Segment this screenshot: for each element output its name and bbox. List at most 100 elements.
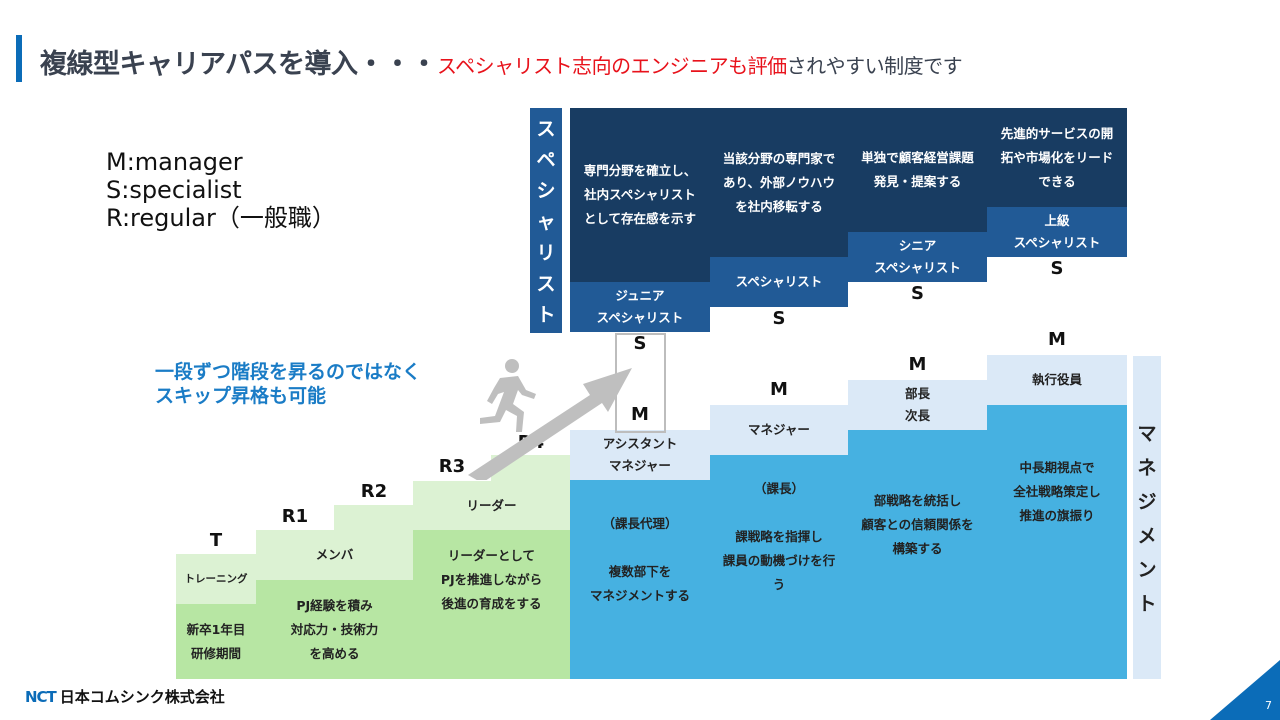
legend-m: M:manager [106, 148, 243, 176]
cell-line: 中長期視点で [1019, 460, 1095, 475]
specialist-title: ジュニアスペシャリスト [570, 282, 710, 332]
page-number: 7 [1265, 699, 1272, 712]
management-title: マネジャー [710, 405, 848, 455]
title-rest: されやすい制度です [786, 54, 963, 78]
cell-line: PJを推進しながら [440, 571, 543, 587]
label-char: ペ [536, 149, 556, 171]
page-title: 複線型キャリアパスを導入・・・スペシャリスト志向のエンジニアも評価されやすい制度… [40, 42, 963, 81]
cell-line: S [911, 283, 924, 304]
cell-line: 推進の旗振り [1019, 508, 1095, 523]
label-char: ト [536, 304, 556, 326]
note-line: 一段ずつ階段を昇るのではなく [155, 361, 422, 383]
specialist-vertical-label: スペシャリスト [530, 108, 562, 333]
label-char: ス [536, 273, 556, 295]
cell-line: 課員の動機づけを行 [722, 553, 836, 568]
cell-line: 上級 [1044, 213, 1070, 228]
level-code-m1: M [610, 404, 670, 425]
page-corner-triangle [1210, 660, 1280, 720]
title-main: 複線型キャリアパスを導入・・・ [40, 49, 437, 80]
runner-icon [480, 359, 536, 432]
cell-line: 単独で顧客経営課題 [861, 150, 974, 165]
company-name: 日本コムシンク株式会社 [59, 688, 225, 706]
specialist-title: 上級 スペシャリスト [987, 207, 1127, 257]
cell-line: T [209, 530, 223, 551]
cell-line: できる [1038, 173, 1076, 189]
cell-line: 課戦略を指揮し [735, 529, 823, 544]
level-code-r2: R2 [344, 481, 404, 502]
specialist-desc: 先進的サービスの開 拓や市場化をリード できる [987, 108, 1127, 207]
label-char: ト [1137, 592, 1157, 615]
management-desc: （課長代理） 複数部下を マネジメントする [570, 480, 710, 679]
management-title: 部長 次長 [848, 380, 987, 430]
cell-line: スペシャリスト [596, 310, 684, 325]
cell-line: う [772, 577, 786, 592]
cell-line: M [631, 404, 649, 425]
cell-line: 当該分野の専門家で [722, 150, 836, 166]
cell-line: （課長代理） [602, 515, 678, 531]
level-code-r3: R3 [422, 456, 482, 477]
cell-line: R2 [360, 481, 388, 502]
level-code-r1: R1 [265, 506, 325, 527]
regular-desc-member: PJ経験を積み 対応力・技術力 を高める [256, 580, 413, 679]
cell-line: 後進の育成をする [441, 595, 542, 611]
cell-line: R1 [281, 506, 309, 527]
management-desc: （課長） 課戦略を指揮し 課員の動機づけを行う [710, 455, 848, 679]
cell-line: PJ経験を積み [296, 597, 373, 613]
cell-line: 専門分野を確立し、 [583, 163, 697, 178]
cell-line: スペシャリスト [1013, 235, 1101, 250]
label-char: ネ [1137, 457, 1157, 480]
management-title: アシスタント マネジャー [570, 430, 710, 480]
cell-line: S [1050, 258, 1064, 279]
specialist-desc: 当該分野の専門家で あり、外部ノウハウ を社内移転する [710, 108, 848, 257]
label-char: ン [1137, 558, 1157, 581]
cell-line: マネジメントする [589, 587, 690, 603]
cell-line: 社内スペシャリスト [584, 187, 696, 202]
cell-line: M [908, 354, 927, 375]
cell-line: リーダー [466, 497, 517, 513]
regular-title-leader: リーダー [413, 481, 570, 530]
management-desc: 部戦略を統括し 顧客との信頼関係を 構築する [848, 430, 987, 679]
cell-line: リーダーとして [447, 547, 536, 563]
management-desc: 中長期視点で 全社戦略策定し 推進の旗振り [987, 405, 1127, 679]
cell-line: ジュニア [615, 288, 665, 303]
cell-line: を高める [309, 645, 360, 661]
skip-note: 一段ずつ階段を昇るのではなく スキップ昇格も可能 [155, 360, 421, 408]
cell-line: メンバ [315, 547, 354, 562]
cell-line: 対応力・技術力 [290, 621, 379, 637]
cell-line: アシスタント [602, 436, 678, 451]
cell-line: 先進的サービスの開 [1000, 125, 1114, 141]
cell-line: を社内移転する [735, 198, 823, 214]
specialist-title: シニア スペシャリスト [848, 232, 987, 282]
management-vertical-label: マネジメント [1133, 356, 1161, 679]
cell-line: 拓や市場化をリード [1000, 149, 1114, 165]
label-char: ャ [536, 211, 556, 233]
cell-line: あり、外部ノウハウ [722, 174, 835, 190]
skip-arrow-graphic [468, 359, 632, 480]
regular-title-t: トレーニング [176, 554, 256, 604]
cell-line: マネジャー [609, 458, 671, 473]
specialist-desc: 専門分野を確立し、 社内スペシャリスト として存在感を示す [570, 108, 710, 282]
legend: M:manager S:specialist R:regular（一般職） [106, 148, 336, 232]
cell-line: M [770, 379, 788, 400]
specialist-title: スペシャリスト [710, 257, 848, 307]
legend-r: R:regular（一般職） [106, 204, 336, 232]
cell-line: として存在感を示す [583, 211, 697, 226]
logo-mark: NCT [25, 687, 57, 706]
cell-line: S [772, 308, 786, 329]
title-highlight: スペシャリスト志向のエンジニアも評価 [436, 54, 787, 78]
cell-line: マネジャー [748, 422, 810, 437]
level-code-s4: S [1027, 258, 1087, 279]
label-char: シ [536, 180, 556, 202]
cell-line: 次長 [904, 408, 930, 423]
cell-line: R3 [438, 456, 466, 477]
cell-line: 顧客との信頼関係を [861, 516, 974, 532]
step [334, 505, 413, 580]
level-code-m2: M [749, 379, 809, 400]
cell-line: トレーニング [184, 573, 248, 585]
cell-line: M [1048, 329, 1066, 350]
cell-line: 執行役員 [1031, 372, 1082, 387]
title-accent-bar [16, 35, 22, 82]
regular-desc-leader: リーダーとして PJを推進しながら 後進の育成をする [413, 530, 570, 679]
cell-line: 構築する [892, 540, 943, 556]
company-logo: NCT 日本コムシンク株式会社 [25, 686, 225, 707]
